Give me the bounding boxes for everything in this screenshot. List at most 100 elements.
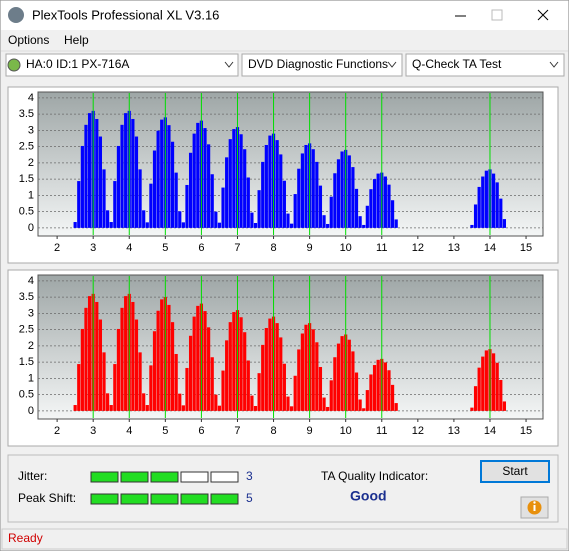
- bar: [372, 179, 377, 228]
- bar: [365, 205, 369, 228]
- bar: [178, 393, 182, 411]
- bar: [84, 124, 88, 228]
- x-tick-label: 8: [270, 425, 276, 437]
- y-tick-label: 3.5: [19, 291, 34, 303]
- bar: [473, 386, 478, 411]
- y-tick-label: 3: [28, 124, 34, 136]
- ta-label: TA Quality Indicator:: [321, 469, 428, 483]
- y-tick-label: 3: [28, 307, 34, 319]
- dropdown-arrow: [387, 61, 397, 68]
- y-tick-label: 4: [28, 275, 34, 287]
- bar: [481, 176, 485, 228]
- bar: [347, 155, 351, 228]
- bar: [109, 222, 113, 228]
- bar: [268, 318, 272, 411]
- bar: [491, 173, 496, 228]
- bar: [207, 327, 211, 411]
- bar: [484, 170, 488, 228]
- bar: [188, 152, 193, 228]
- bar: [116, 328, 121, 411]
- start-button[interactable]: [480, 460, 550, 483]
- x-tick-label: 5: [162, 425, 168, 437]
- bar: [145, 405, 149, 411]
- bar: [120, 307, 124, 411]
- function-select[interactable]: [241, 53, 403, 77]
- bar: [192, 133, 196, 228]
- menu-item[interactable]: Options: [8, 33, 49, 47]
- bar: [152, 331, 157, 411]
- test-select[interactable]: [405, 53, 565, 77]
- bar: [311, 149, 315, 228]
- bar: [390, 200, 395, 228]
- bar: [239, 317, 243, 411]
- bar: [354, 372, 359, 411]
- bar: [181, 405, 185, 411]
- bar: [160, 119, 164, 228]
- bar: [268, 135, 272, 228]
- y-tick-label: 1: [28, 189, 34, 201]
- info-icon-bar: [533, 505, 536, 511]
- bar: [77, 364, 81, 411]
- bar: [470, 407, 474, 411]
- indicator-box: [210, 493, 239, 505]
- bar: [322, 397, 326, 411]
- bar: [142, 393, 146, 411]
- x-tick-label: 11: [376, 242, 387, 254]
- bar: [192, 316, 196, 411]
- bar: [131, 301, 135, 411]
- results-panel: [7, 454, 559, 523]
- bar: [246, 177, 250, 228]
- dropdown-arrow: [549, 61, 559, 68]
- bar: [131, 118, 135, 228]
- bar: [261, 161, 265, 228]
- bar: [253, 222, 258, 228]
- x-tick-label: 15: [520, 425, 532, 437]
- bar: [297, 349, 301, 411]
- bar: [286, 213, 290, 228]
- bar: [491, 353, 496, 411]
- bar: [87, 296, 92, 411]
- bar: [188, 335, 193, 411]
- bar: [394, 403, 398, 411]
- bar: [372, 365, 377, 411]
- bar: [214, 394, 218, 411]
- maximize[interactable]: [491, 9, 503, 21]
- indicator-box: [120, 493, 149, 505]
- status-text: Ready: [8, 531, 43, 545]
- bar: [495, 362, 499, 411]
- bar: [221, 187, 225, 228]
- bar: [394, 219, 398, 228]
- bar: [275, 140, 279, 228]
- y-tick-label: 0.5: [19, 206, 34, 218]
- bar: [113, 181, 117, 228]
- bar: [390, 384, 395, 411]
- menu-item[interactable]: Help: [64, 33, 89, 47]
- bar: [214, 211, 218, 228]
- bar: [253, 405, 258, 411]
- bar: [225, 340, 229, 411]
- bar: [383, 176, 387, 228]
- drive-select[interactable]: [5, 53, 239, 77]
- bar: [217, 405, 222, 411]
- bar: [178, 211, 182, 228]
- window-title: PlexTools Professional XL V3.16: [32, 7, 219, 22]
- bar: [210, 357, 214, 411]
- bar: [282, 363, 286, 411]
- bar: [257, 190, 261, 228]
- bar: [138, 169, 142, 228]
- bar: [77, 181, 81, 228]
- bar: [289, 223, 294, 228]
- bar: [73, 405, 77, 411]
- close[interactable]: [537, 9, 549, 21]
- bar: [470, 224, 474, 228]
- bar: [351, 351, 355, 411]
- bar: [333, 357, 337, 411]
- bar: [124, 296, 128, 411]
- bar: [300, 153, 305, 228]
- bar: [80, 328, 84, 411]
- bar: [340, 336, 344, 411]
- bar: [142, 210, 146, 228]
- bar: [297, 168, 301, 228]
- bar: [95, 301, 99, 411]
